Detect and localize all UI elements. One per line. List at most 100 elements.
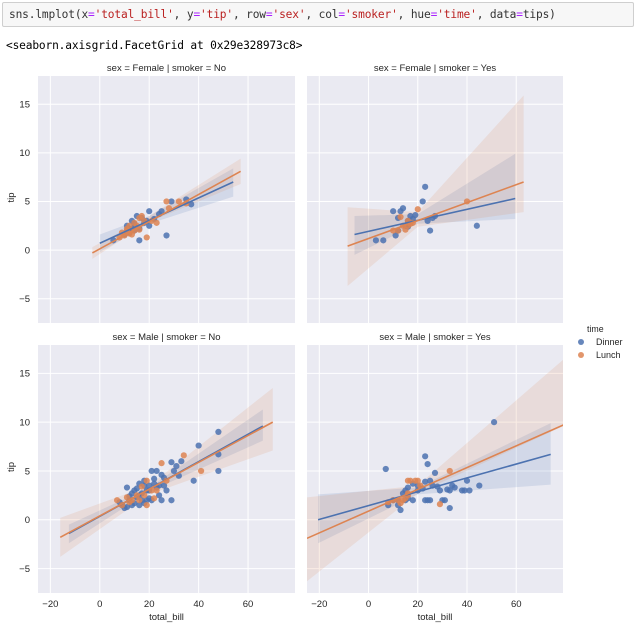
data-point-dinner xyxy=(158,208,165,215)
facet-panel: sex = Male | smoker = Yes −20 0 20 40 60 total… xyxy=(307,332,563,623)
data-point-lunch xyxy=(143,477,150,484)
data-point-dinner xyxy=(195,442,202,449)
data-point-dinner xyxy=(136,502,143,509)
data-point-lunch xyxy=(143,234,150,241)
data-point-lunch xyxy=(141,492,148,499)
code-token: 'time' xyxy=(437,8,477,21)
y-tick-label: 15 xyxy=(19,100,30,111)
data-point-lunch xyxy=(436,501,444,508)
data-point-dinner xyxy=(451,484,458,491)
data-point-dinner xyxy=(178,458,185,465)
y-tick-label: 0 xyxy=(25,245,30,256)
data-point-lunch xyxy=(180,452,187,459)
data-point-lunch xyxy=(414,206,421,213)
confidence-band-lunch xyxy=(307,359,563,582)
code-input[interactable]: sns.lmplot(x='total_bill', y='tip', row=… xyxy=(9,8,556,21)
x-axis-label: total_bill xyxy=(418,612,453,623)
data-point-dinner xyxy=(404,484,412,491)
data-point-dinner xyxy=(466,487,473,494)
x-tick-label: −20 xyxy=(311,599,327,610)
data-point-dinner xyxy=(163,232,170,239)
data-point-dinner xyxy=(153,467,160,475)
facet-panel: sex = Female | smoker = No −5 0 5 10 15 tip xyxy=(6,63,295,323)
legend-label-dinner: Dinner xyxy=(596,337,623,347)
code-cell[interactable]: sns.lmplot(x='total_bill', y='tip', row=… xyxy=(2,2,634,27)
panel-background xyxy=(38,345,295,593)
panel-plot-area xyxy=(307,359,563,582)
y-tick-label: 15 xyxy=(19,369,30,380)
data-point-lunch xyxy=(153,487,160,494)
data-point-lunch xyxy=(414,477,421,484)
data-point-dinner xyxy=(441,497,448,504)
data-point-dinner xyxy=(215,428,222,435)
y-tick-label: 5 xyxy=(25,197,30,208)
data-point-lunch xyxy=(158,460,165,467)
data-point-dinner xyxy=(426,477,434,484)
data-point-lunch xyxy=(123,494,131,501)
data-point-lunch xyxy=(407,477,414,484)
facet-panel: sex = Male | smoker = No −5 0 5 10 15 tip −20 0 2… xyxy=(6,332,295,623)
facet-title: sex = Male | smoker = Yes xyxy=(379,332,490,343)
code-token: hue xyxy=(410,8,431,21)
data-point-dinner xyxy=(380,237,387,244)
y-axis-label: tip xyxy=(6,462,17,472)
cell-output-text: <seaborn.axisgrid.FacetGrid at 0x29e3289… xyxy=(6,39,303,52)
code-token: = xyxy=(193,8,201,21)
code-token: 'smoker' xyxy=(344,8,398,21)
regression-line-dinner xyxy=(354,197,516,236)
data-point-dinner xyxy=(372,237,380,244)
regression-line-lunch xyxy=(347,181,524,247)
x-tick-label: −20 xyxy=(42,599,58,610)
code-token: 'tip' xyxy=(200,8,233,21)
legend-marker-dinner xyxy=(578,339,584,345)
code-token: = xyxy=(430,8,438,21)
data-point-dinner xyxy=(158,497,165,504)
data-point-dinner xyxy=(390,208,397,215)
data-point-dinner xyxy=(133,485,140,492)
regression-line-lunch xyxy=(91,170,242,254)
data-point-dinner xyxy=(160,482,168,489)
data-point-lunch xyxy=(138,483,145,490)
x-tick-label: 40 xyxy=(462,599,473,610)
data-point-dinner xyxy=(163,487,170,494)
code-token: row xyxy=(246,8,266,21)
data-point-dinner xyxy=(419,198,426,205)
code-token: , xyxy=(476,8,490,21)
code-token: = xyxy=(338,8,345,21)
data-point-dinner xyxy=(215,467,222,475)
code-token: 'sex' xyxy=(272,8,306,21)
code-token: 'total_bill' xyxy=(94,8,174,21)
data-point-dinner xyxy=(151,475,158,482)
regression-line-dinner xyxy=(317,453,551,521)
data-point-dinner xyxy=(463,477,471,484)
x-axis-label: total_bill xyxy=(149,612,184,623)
data-point-lunch xyxy=(446,467,453,475)
facet-title: sex = Female | smoker = No xyxy=(107,63,226,74)
data-point-dinner xyxy=(424,461,431,468)
y-tick-label: 10 xyxy=(19,417,30,428)
x-tick-label: 60 xyxy=(243,599,254,610)
panel-plot-area xyxy=(91,158,242,259)
data-point-dinner xyxy=(446,487,453,494)
panel-plot-area xyxy=(347,95,524,287)
data-point-dinner xyxy=(173,462,180,470)
data-point-dinner xyxy=(436,487,444,494)
code-token: y xyxy=(186,8,194,21)
data-point-dinner xyxy=(397,208,404,215)
code-token: = xyxy=(265,8,273,21)
data-point-dinner xyxy=(168,497,175,504)
data-point-dinner xyxy=(136,237,143,244)
legend: time Dinner Lunch xyxy=(578,324,623,360)
data-point-dinner xyxy=(426,227,434,234)
data-point-lunch xyxy=(402,226,409,233)
data-point-dinner xyxy=(168,198,175,205)
data-point-dinner xyxy=(155,492,163,499)
code-token: sns.lmplot( xyxy=(9,8,82,21)
data-point-dinner xyxy=(409,497,416,504)
data-point-dinner xyxy=(412,211,419,219)
data-point-dinner xyxy=(422,183,429,190)
data-point-dinner xyxy=(426,497,434,504)
data-point-dinner xyxy=(123,503,131,511)
data-point-dinner xyxy=(392,232,399,239)
x-tick-label: 0 xyxy=(97,599,102,610)
